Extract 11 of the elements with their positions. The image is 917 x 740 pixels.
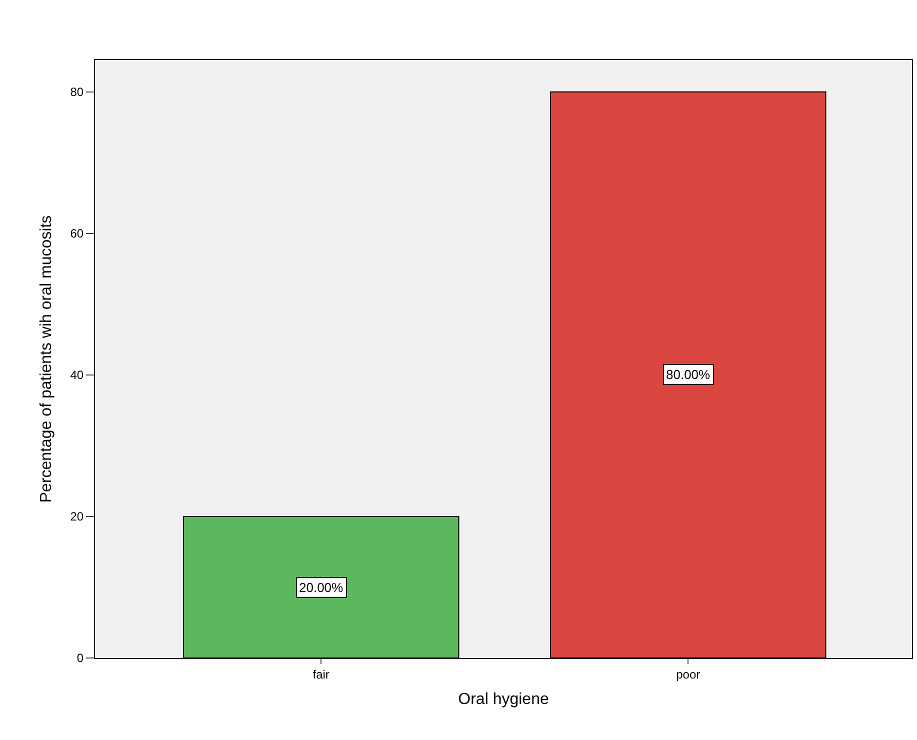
data-label: 80.00% <box>666 367 711 382</box>
x-axis-title: Oral hygiene <box>458 691 549 708</box>
y-tick-label: 60 <box>70 226 84 241</box>
x-tick-label: poor <box>676 667 700 682</box>
y-tick-label: 80 <box>70 85 84 100</box>
y-tick-label: 0 <box>76 651 84 666</box>
y-tick-label: 20 <box>70 510 84 524</box>
y-tick-label: 40 <box>70 368 84 382</box>
y-axis-title: Percentage of patients wih oral mucosits <box>38 215 56 503</box>
data-label: 20.00% <box>299 580 344 595</box>
x-tick-label: fair <box>312 667 330 682</box>
